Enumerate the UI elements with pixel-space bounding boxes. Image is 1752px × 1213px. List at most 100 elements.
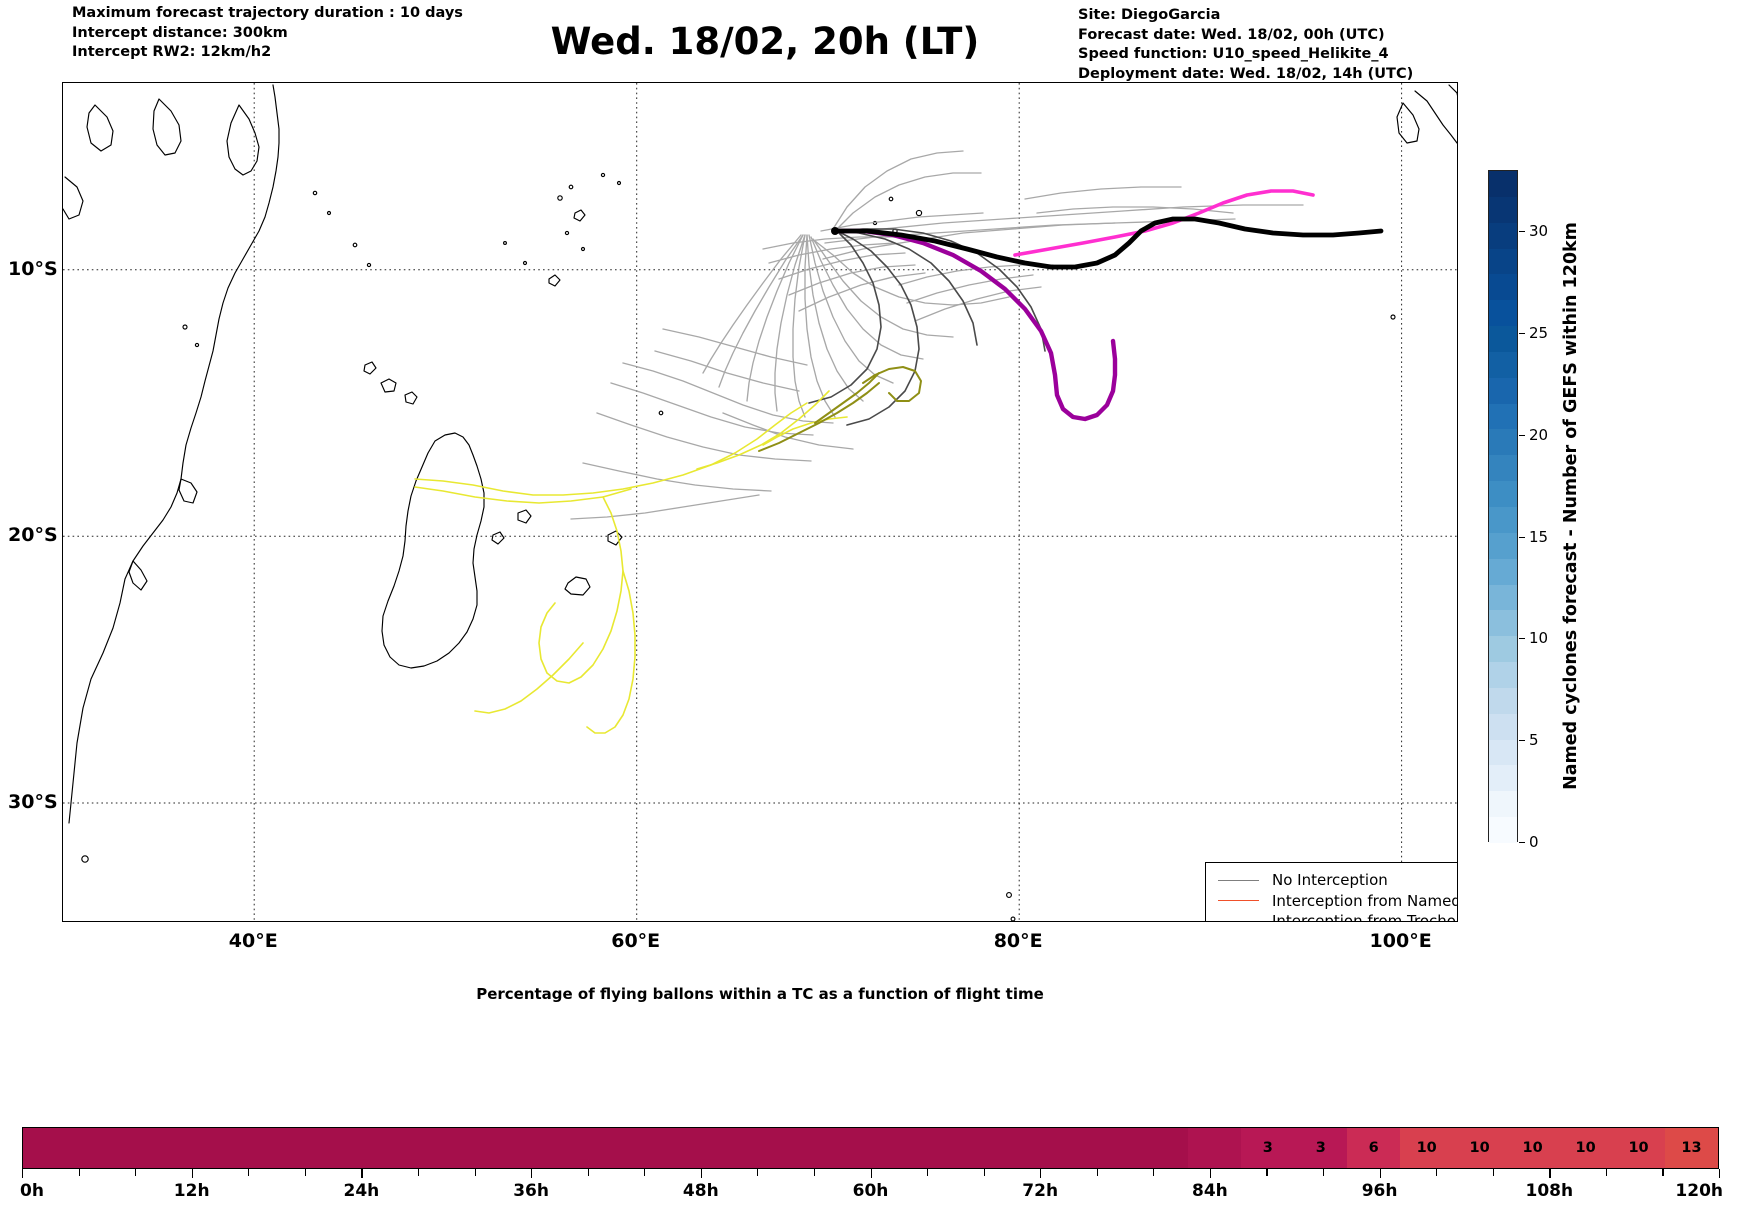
colorbar-segment-13 [1489, 481, 1517, 507]
time-tick-major-96 [1379, 1169, 1381, 1178]
header-left-line-1: Intercept distance: 300km [72, 24, 288, 41]
colorbar-tick-6 [1519, 231, 1525, 233]
percentage-cell-8: 10 [1559, 1128, 1613, 1168]
percentage-cell-1 [1188, 1128, 1242, 1168]
time-tick-minor-32 [474, 1169, 476, 1176]
percentage-cell-4: 6 [1347, 1128, 1401, 1168]
time-tick-minor-44 [644, 1169, 646, 1176]
time-tick-minor-16 [248, 1169, 250, 1176]
time-tick-minor-40 [587, 1169, 589, 1176]
header-left-info: Maximum forecast trajectory duration : 1… [72, 4, 463, 63]
legend-label-0: No Interception [1272, 871, 1388, 890]
colorbar-tick-label-6: 30 [1529, 222, 1549, 241]
colorbar-segment-20 [1489, 300, 1517, 327]
colorbar-tick-3 [1519, 536, 1525, 538]
time-tick-minor-28 [417, 1169, 420, 1176]
header-right-line-0: Site: DiegoGarcia [1078, 7, 1221, 23]
colorbar-title-text: Named cyclones forecast - Number of GEFS… [1561, 222, 1581, 790]
colorbar-segment-0 [1489, 817, 1517, 843]
time-tick-major-108 [1549, 1169, 1551, 1178]
header-left-line-2: Intercept RW2: 12km/h2 [72, 44, 272, 60]
time-tick-minor-8 [135, 1169, 137, 1176]
analysis-start-marker [831, 227, 839, 235]
colorbar-segment-17 [1489, 377, 1517, 404]
colorbar-tick-label-0: 0 [1529, 833, 1539, 851]
time-tick-major-84 [1209, 1169, 1212, 1178]
time-tick-label-10: 120h [1675, 1181, 1723, 1201]
lon-tick-label-2: 80°E [993, 930, 1043, 952]
time-tick-label-6: 72h [1022, 1181, 1059, 1201]
header-right-line-2: Speed function: U10_speed_Helikite_4 [1078, 46, 1389, 62]
time-tick-label-7: 84h [1192, 1181, 1228, 1201]
legend-line-1 [1218, 900, 1259, 902]
colorbar-segment-5 [1489, 687, 1517, 714]
colorbar-tick-2 [1519, 638, 1525, 640]
colorbar-gefs[interactable]: 0 5 10 15 20 25 30 [1488, 170, 1548, 851]
coastlines [63, 84, 1457, 921]
time-tick-label-1: 12h [173, 1181, 210, 1201]
legend-label-1: Interception from Named cyclone [1272, 891, 1458, 910]
time-tick-major-36 [531, 1169, 533, 1178]
time-tick-label-0: 0h [20, 1181, 44, 1201]
colorbar-segment-11 [1489, 532, 1517, 559]
legend-line-swatch-0 [1215, 879, 1262, 881]
percentage-bar-axis: 0h 12h 24h 36h 48h 60h 72h 84h 96h 108h 120h [20, 1169, 1723, 1213]
colorbar-segment-23 [1489, 222, 1517, 249]
legend-line-swatch-1 [1215, 900, 1262, 902]
page-title: Wed. 18/02, 20h (LT) [550, 20, 980, 63]
lon-tick-label-0: 40°E [228, 930, 278, 952]
colorbar-tick-4 [1519, 434, 1525, 436]
colorbar-gradient [1488, 170, 1518, 843]
legend-item-2[interactable]: Interception from Trochoid [1215, 911, 1458, 922]
percentage-cell-0 [23, 1128, 1189, 1168]
time-tick-label-4: 48h [682, 1181, 719, 1201]
header-right-info: Site: DiegoGarcia Forecast date: Wed. 18/… [1078, 6, 1413, 84]
colorbar-segment-16 [1489, 403, 1517, 430]
map-canvas [63, 83, 1457, 921]
header-left-line-0: Maximum forecast trajectory duration : 1… [72, 5, 463, 21]
colorbar-segment-10 [1489, 558, 1517, 585]
time-tick-major-72 [1040, 1169, 1042, 1178]
time-tick-minor-4 [78, 1169, 80, 1176]
colorbar-segment-3 [1489, 739, 1517, 766]
time-tick-minor-68 [983, 1169, 985, 1176]
percentage-cell-2: 3 [1241, 1128, 1295, 1168]
colorbar-segment-9 [1489, 584, 1517, 611]
colorbar-tick-1 [1519, 740, 1525, 742]
percentage-bar-title: Percentage of flying ballons within a TC… [476, 985, 1044, 1003]
time-tick-major-24 [361, 1169, 363, 1178]
latitude-axis-labels: 10°S 20°S 30°S [0, 82, 58, 922]
colorbar-segment-1 [1489, 791, 1517, 818]
legend-item-1[interactable]: Interception from Named cyclone [1215, 891, 1458, 912]
time-tick-minor-112 [1605, 1169, 1607, 1176]
trajectories-no-interception [570, 150, 1304, 520]
percentage-bar-cells: 3 3 6 10 10 10 10 10 13 [22, 1127, 1719, 1169]
legend-label-2: Interception from Trochoid [1272, 912, 1458, 922]
legend-line-swatch-2 [1215, 920, 1262, 921]
map-gridlines [63, 83, 1457, 921]
time-tick-minor-104 [1492, 1169, 1494, 1176]
colorbar-tick-label-3: 15 [1529, 527, 1549, 546]
colorbar-segment-8 [1489, 610, 1517, 637]
time-tick-minor-56 [813, 1169, 816, 1176]
colorbar-segment-18 [1489, 351, 1517, 378]
trajectory-hres [832, 228, 1118, 422]
legend-item-0[interactable]: No Interception [1215, 870, 1457, 891]
colorbar-segment-21 [1489, 274, 1517, 301]
time-tick-major-60 [870, 1169, 872, 1178]
percentage-bar[interactable]: 3 3 6 10 10 10 10 10 13 [22, 1127, 1719, 1169]
header-right-line-3: Deployment date: Wed. 18/02, 14h (UTC) [1078, 65, 1414, 82]
time-tick-label-2: 24h [343, 1181, 380, 1201]
lat-tick-label-1: 20°S [8, 524, 58, 547]
time-tick-minor-64 [927, 1169, 929, 1176]
time-tick-minor-52 [757, 1169, 759, 1176]
colorbar-segment-24 [1489, 196, 1517, 223]
time-tick-label-9: 108h [1525, 1181, 1574, 1201]
time-tick-minor-92 [1323, 1169, 1325, 1176]
colorbar-tick-label-5: 25 [1529, 323, 1549, 342]
colorbar-segment-7 [1489, 636, 1517, 663]
percentage-cell-9: 10 [1612, 1128, 1666, 1168]
time-tick-label-5: 60h [852, 1181, 889, 1201]
